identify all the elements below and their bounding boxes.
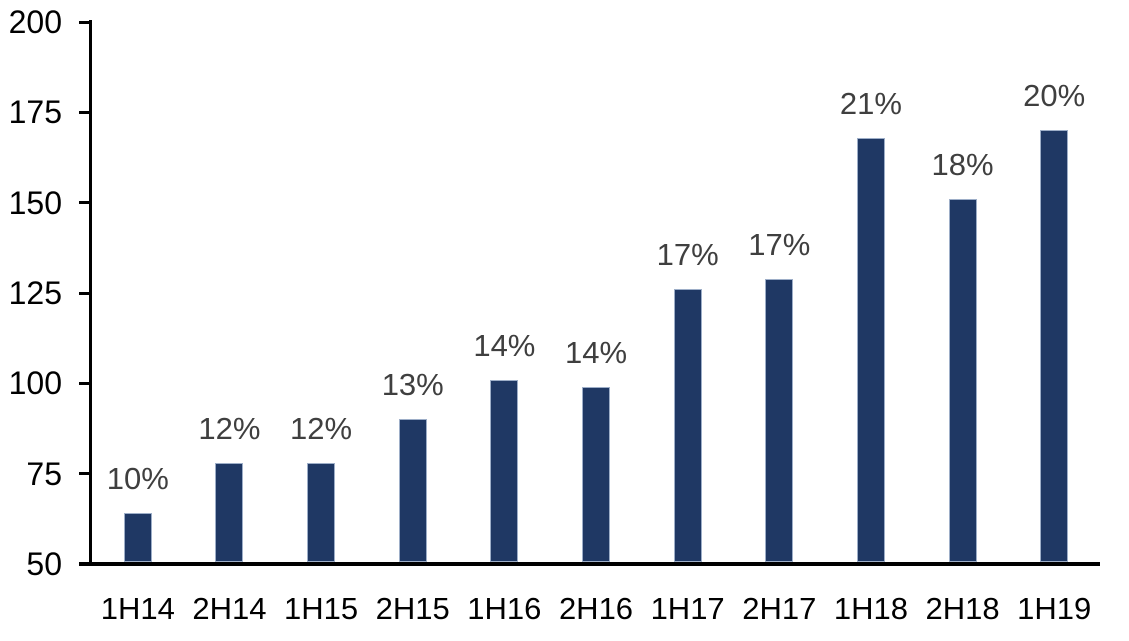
x-tick-label: 2H17 (742, 591, 817, 626)
bar-2H15 (398, 419, 427, 562)
bar-1H14 (123, 513, 152, 562)
y-tick-mark (79, 291, 92, 295)
bar-value-label: 17% (748, 226, 811, 262)
y-tick-label: 150 (8, 184, 62, 221)
y-tick-label: 175 (8, 94, 62, 131)
bar-value-label: 12% (198, 410, 261, 446)
x-tick-label: 2H18 (925, 591, 1000, 626)
x-tick-label: 1H14 (100, 591, 175, 626)
x-tick-label: 1H19 (1017, 591, 1092, 626)
bar-value-label: 13% (381, 367, 444, 403)
bar-value-label: 12% (290, 410, 353, 446)
x-tick-label: 1H15 (284, 591, 359, 626)
y-tick-mark (79, 381, 92, 385)
bar-value-label: 18% (931, 147, 994, 183)
y-tick-mark (79, 110, 92, 114)
bar-2H17 (765, 278, 794, 562)
y-tick-label: 50 (26, 546, 62, 582)
bar-2H18 (948, 199, 977, 562)
x-tick-label: 2H15 (375, 591, 450, 626)
bar-1H19 (1040, 130, 1069, 562)
bar-value-label: 10% (106, 461, 169, 497)
x-tick-label: 1H17 (650, 591, 725, 626)
bar-1H16 (490, 379, 519, 562)
y-tick-mark (79, 201, 92, 205)
y-tick-mark (79, 472, 92, 476)
y-tick-label: 200 (8, 4, 62, 40)
x-tick-label: 1H16 (467, 591, 542, 626)
bar-2H16 (582, 386, 610, 562)
bar-value-label: 14% (473, 327, 536, 363)
y-tick-label: 75 (26, 455, 62, 492)
bar-2H14 (215, 462, 244, 562)
x-tick-label: 2H14 (192, 591, 267, 626)
bar-value-label: 14% (564, 334, 628, 370)
y-tick-mark (79, 20, 92, 24)
bar-1H15 (307, 462, 336, 562)
x-axis-line (79, 562, 1100, 566)
y-tick-mark (79, 562, 92, 566)
bar-value-label: 21% (839, 85, 902, 121)
y-tick-label: 125 (8, 275, 62, 311)
bar-1H17 (673, 289, 702, 562)
y-tick-label: 100 (8, 365, 62, 402)
bar-value-label: 20% (1023, 78, 1086, 114)
bar-1H18 (856, 137, 885, 562)
x-tick-label: 2H16 (558, 591, 634, 626)
bar-value-label: 17% (656, 237, 719, 273)
x-tick-label: 1H18 (833, 591, 908, 626)
